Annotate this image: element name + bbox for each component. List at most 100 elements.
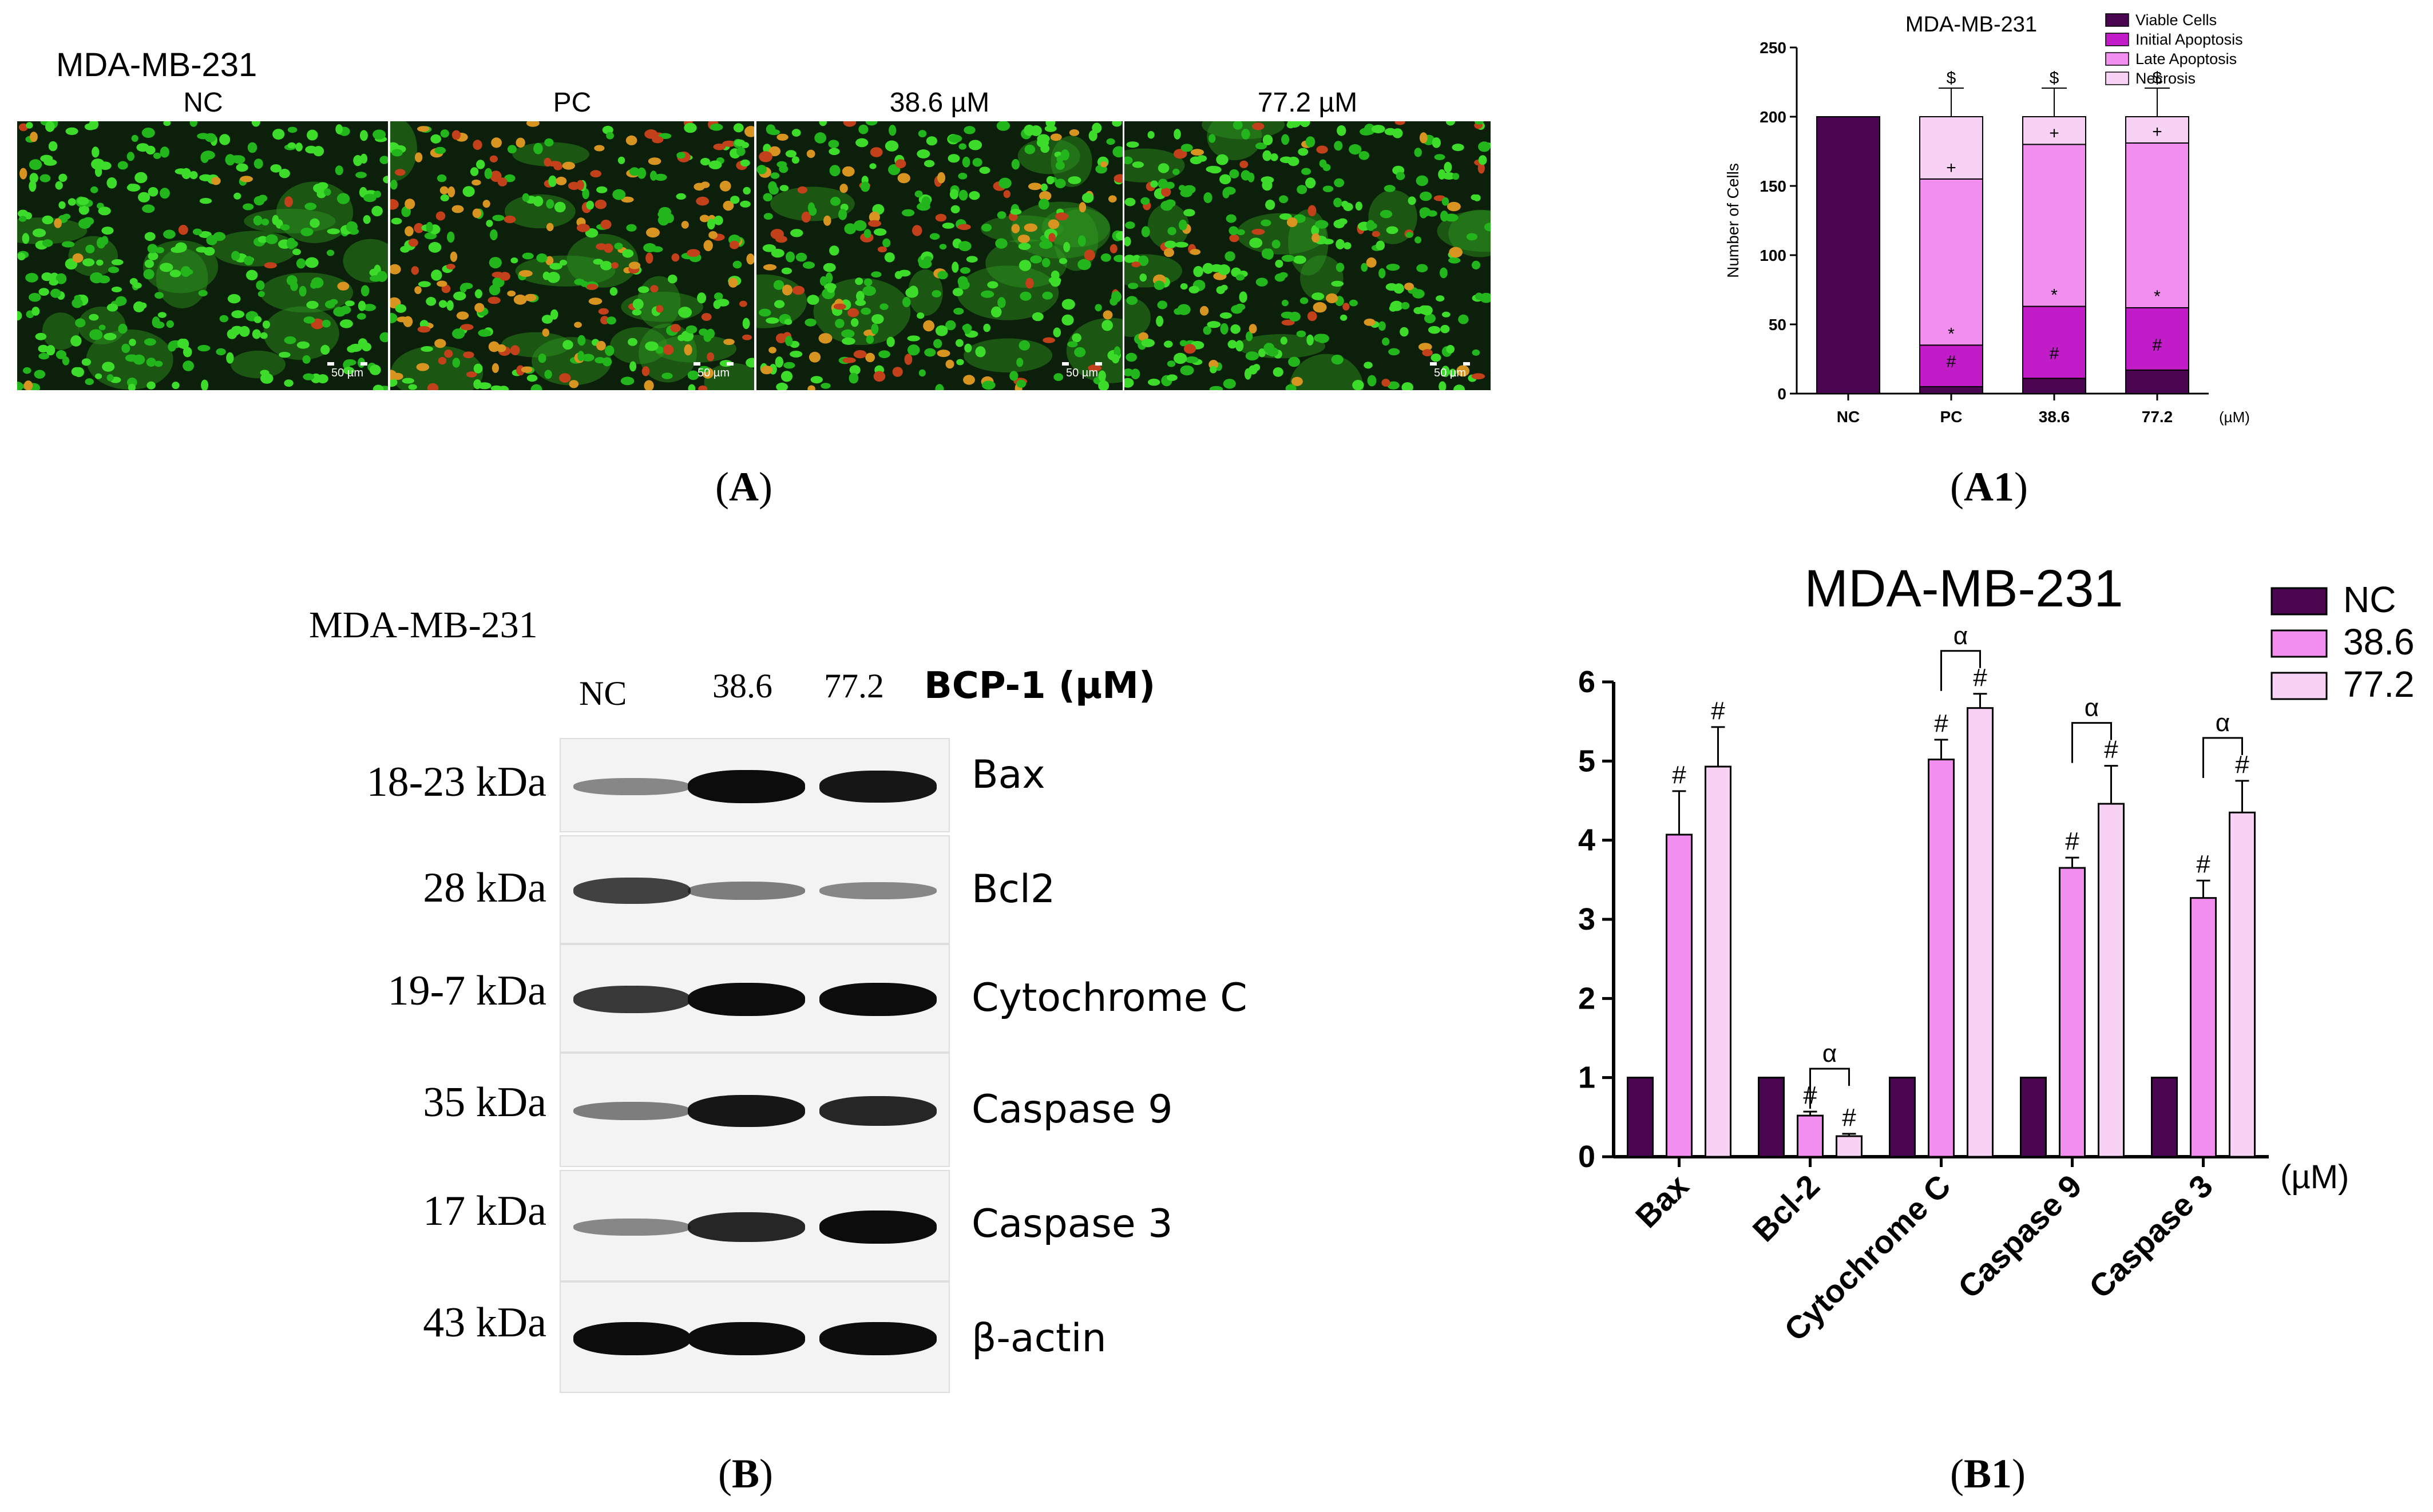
comparison-marker: α [2085, 694, 2099, 722]
viable-cell [169, 269, 181, 277]
blot-band [573, 777, 691, 795]
legend-swatch [2270, 672, 2328, 700]
y-tick-label: 3 [1578, 902, 1595, 936]
viable-cell [1453, 384, 1465, 390]
viable-cell [858, 124, 869, 134]
viable-cell [996, 121, 1011, 131]
viable-cell [1305, 136, 1315, 148]
apoptotic-cell [1164, 248, 1174, 257]
apoptotic-cell [707, 352, 715, 362]
significance-marker: + [1946, 158, 1956, 177]
viable-cell [144, 259, 154, 268]
viable-cell [952, 261, 959, 273]
viable-cell [766, 317, 779, 324]
apoptotic-cell [892, 367, 903, 377]
viable-cell [363, 193, 377, 203]
apoptotic-cell [648, 157, 661, 165]
apoptotic-cell [865, 352, 875, 363]
viable-cell [770, 172, 780, 179]
viable-cell [219, 134, 231, 145]
bar-segment [2125, 307, 2189, 371]
viable-cell [144, 338, 156, 346]
viable-cell [102, 362, 115, 372]
viable-cell [785, 336, 793, 346]
viable-cell [1416, 175, 1428, 186]
viable-cell [586, 200, 595, 210]
viable-cell [89, 329, 103, 340]
viable-cell [562, 340, 573, 350]
viable-cell [266, 234, 278, 244]
viable-cell [874, 228, 887, 236]
apoptotic-cell [19, 168, 27, 180]
viable-cell [1414, 236, 1422, 244]
viable-cell [1438, 169, 1446, 180]
apoptotic-cell [446, 264, 455, 270]
viable-cell [426, 297, 437, 306]
viable-cell [914, 191, 923, 198]
viable-cell [577, 335, 586, 346]
apoptotic-cell [559, 373, 571, 383]
viable-cell [1016, 379, 1027, 388]
viable-cell [77, 197, 89, 205]
apoptotic-cell [1311, 233, 1320, 243]
viable-cell [1055, 178, 1066, 188]
viable-cell [894, 271, 902, 279]
viable-cell [856, 291, 865, 302]
viable-cell [1432, 137, 1441, 148]
viable-cell [347, 346, 356, 353]
viable-cell [932, 290, 942, 297]
viable-cell [1188, 285, 1200, 293]
viable-cell [810, 376, 823, 384]
viable-cell [785, 150, 797, 158]
apoptotic-cell [1316, 145, 1328, 154]
viable-cell [889, 125, 897, 136]
viable-cell [1138, 255, 1149, 266]
viable-cell [538, 354, 546, 363]
viable-cell [1124, 197, 1136, 207]
apoptotic-cell [611, 262, 619, 269]
apoptotic-cell [621, 196, 634, 203]
viable-cell [253, 215, 263, 226]
viable-cell [871, 323, 879, 335]
viable-cell [791, 156, 799, 164]
blot-band [819, 770, 937, 803]
apoptotic-cell [700, 181, 710, 188]
viable-cell [1382, 338, 1390, 346]
viable-cell [714, 292, 723, 300]
cell-cluster [512, 142, 590, 166]
viable-cell [819, 276, 827, 286]
viable-cell [948, 134, 962, 143]
viable-cell [1258, 348, 1266, 358]
legend-swatch [2105, 72, 2129, 85]
bar [2190, 897, 2217, 1158]
viable-cell [98, 324, 106, 331]
viable-cell [189, 121, 197, 127]
apoptotic-cell [590, 170, 601, 178]
viable-cell [50, 288, 61, 298]
blot-protein-label: Cytochrome C [972, 975, 1247, 1021]
apoptotic-cell [763, 264, 777, 271]
viable-cell [1334, 178, 1345, 188]
viable-cell [196, 247, 208, 253]
viable-cell [1235, 274, 1245, 281]
viable-cell [622, 249, 634, 258]
viable-cell [106, 177, 117, 189]
x-unit-label: (µM) [2280, 1158, 2349, 1196]
viable-cell [1296, 330, 1306, 338]
viable-cell [38, 352, 49, 360]
viable-cell [1358, 151, 1369, 160]
blot-protein-label: Bax [972, 752, 1045, 797]
cell-cluster [908, 269, 943, 316]
viable-cell [310, 218, 320, 228]
viable-cell [345, 300, 355, 307]
viable-cell [1405, 232, 1413, 238]
viable-cell [1141, 339, 1155, 347]
apoptotic-cell [681, 221, 689, 229]
viable-cell [819, 121, 827, 126]
viable-cell [1059, 258, 1068, 264]
viable-cell [360, 153, 368, 164]
apoptotic-cell [507, 290, 516, 297]
viable-cell [768, 185, 779, 195]
viable-cell [284, 336, 296, 344]
cell-cluster [1147, 203, 1189, 249]
